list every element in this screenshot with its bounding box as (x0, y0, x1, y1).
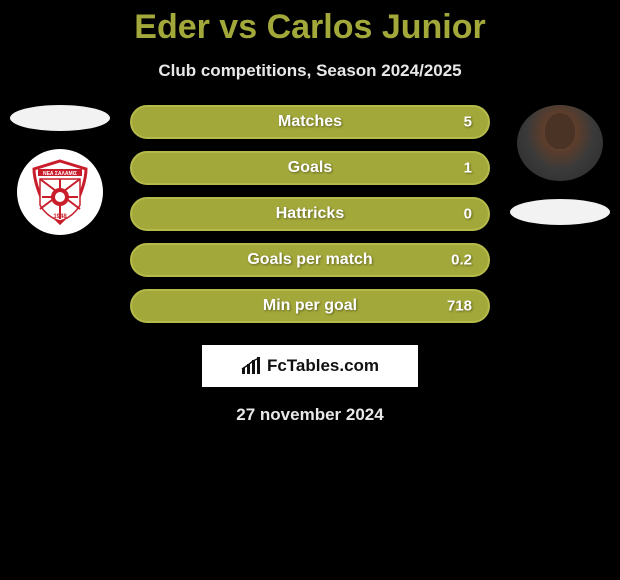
left-player-photo-placeholder (10, 105, 110, 131)
stat-label: Hattricks (276, 205, 344, 223)
stat-row-min-per-goal: Min per goal 718 (130, 289, 490, 323)
svg-text:1948: 1948 (53, 214, 67, 220)
stat-label: Min per goal (263, 297, 357, 315)
stat-label: Goals per match (247, 251, 372, 269)
svg-text:ΝΕΑ ΣΑΛΑΜΙΣ: ΝΕΑ ΣΑΛΑΜΙΣ (43, 171, 77, 177)
page-title: Eder vs Carlos Junior (0, 0, 620, 47)
right-player-photo (517, 105, 603, 181)
brand-label: FcTables.com (267, 356, 379, 376)
stat-value-right: 5 (464, 114, 472, 131)
left-club-crest: ΝΕΑ ΣΑΛΑΜΙΣ 1948 (17, 149, 103, 235)
stat-row-hattricks: Hattricks 0 (130, 197, 490, 231)
stat-value-right: 718 (447, 298, 472, 315)
brand-box: FcTables.com (202, 345, 418, 387)
stat-label: Goals (288, 159, 332, 177)
comparison-area: ΝΕΑ ΣΑΛΑΜΙΣ 1948 Matches 5 Goals (0, 105, 620, 325)
left-player-column: ΝΕΑ ΣΑΛΑΜΙΣ 1948 (10, 105, 110, 235)
bar-chart-icon (241, 357, 263, 375)
stat-value-right: 0.2 (451, 252, 472, 269)
stat-row-goals: Goals 1 (130, 151, 490, 185)
right-player-column (510, 105, 610, 225)
right-club-crest-placeholder (510, 199, 610, 225)
date-line: 27 november 2024 (0, 405, 620, 425)
stat-value-right: 0 (464, 206, 472, 223)
stat-rows: Matches 5 Goals 1 Hattricks 0 Goals per … (130, 105, 490, 323)
stat-label: Matches (278, 113, 342, 131)
stat-row-matches: Matches 5 (130, 105, 490, 139)
stat-value-right: 1 (464, 160, 472, 177)
stat-row-goals-per-match: Goals per match 0.2 (130, 243, 490, 277)
page-subtitle: Club competitions, Season 2024/2025 (0, 61, 620, 81)
